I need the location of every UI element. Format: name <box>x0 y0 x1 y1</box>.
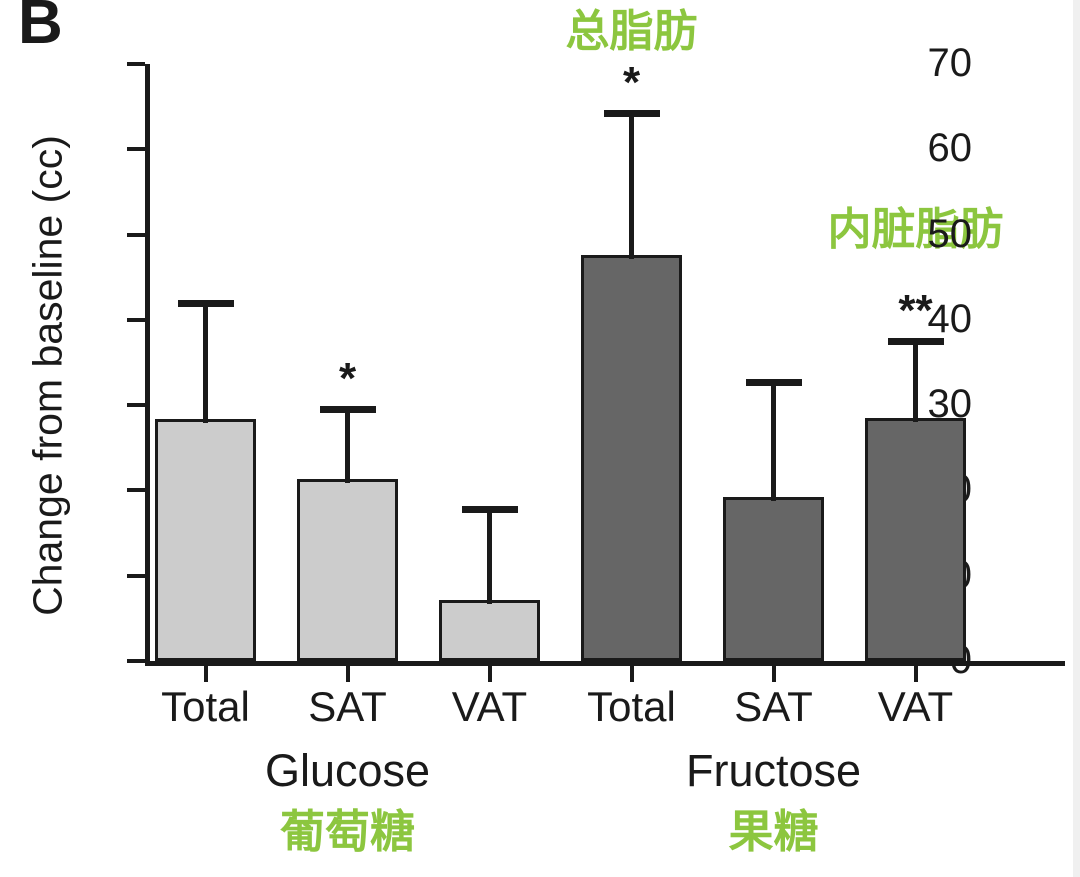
significance-marker: ** <box>898 286 933 336</box>
y-axis-tick <box>127 403 145 408</box>
y-axis-line <box>145 64 150 664</box>
error-bar-stem <box>345 409 350 484</box>
error-bar-cap <box>603 110 660 118</box>
bar-fructose-sat <box>723 497 824 661</box>
x-axis-label-glucose-sat: SAT <box>308 683 387 730</box>
y-axis-tick <box>127 659 145 663</box>
group-label-cn-fructose: 果糖 <box>728 805 819 858</box>
y-axis-tick <box>127 488 145 493</box>
x-axis-tick <box>771 665 776 682</box>
bar-glucose-vat <box>439 600 540 661</box>
y-axis-tick-label: 30 <box>927 382 973 427</box>
error-bar-stem <box>913 341 918 422</box>
edge-strip <box>1073 0 1080 877</box>
error-bar-stem <box>629 113 634 260</box>
x-axis-tick <box>629 665 634 682</box>
error-bar-stem <box>203 302 208 423</box>
x-axis-label-fructose-sat: SAT <box>734 683 813 730</box>
y-axis-tick <box>127 62 145 66</box>
y-axis-tick-label: 40 <box>927 297 973 342</box>
y-axis-tick-label: 60 <box>927 126 973 171</box>
x-axis-line <box>145 661 1065 666</box>
bar-fructose-vat <box>865 417 966 661</box>
bar-glucose-total <box>155 418 256 661</box>
y-axis-tick <box>127 147 145 152</box>
significance-marker: * <box>622 58 641 108</box>
annotation-total-fat: 总脂肪 <box>565 6 698 57</box>
y-axis-tick-label: 70 <box>927 41 973 86</box>
x-axis-tick <box>203 665 208 682</box>
y-axis-tick <box>127 573 145 578</box>
x-axis-label-glucose-vat: VAT <box>451 683 528 730</box>
x-axis-label-glucose-total: Total <box>161 683 250 730</box>
x-axis-tick <box>487 665 492 682</box>
error-bar-cap <box>887 338 944 346</box>
plot-area: 010203040506070 **** <box>127 43 1065 682</box>
y-axis-tick <box>127 232 145 237</box>
x-axis-tick <box>345 665 350 682</box>
x-axis-label-fructose-vat: VAT <box>877 683 954 730</box>
significance-marker: * <box>338 354 357 404</box>
x-axis-tick <box>913 665 918 682</box>
bar-fructose-total <box>581 255 682 661</box>
group-label-cn-glucose: 葡萄糖 <box>279 805 415 858</box>
y-axis-title: Change from baseline (cc) <box>24 135 71 616</box>
annotation-visceral-fat: 内脏脂肪 <box>827 204 1004 255</box>
y-axis-tick <box>127 317 145 322</box>
group-label-glucose: Glucose <box>264 745 431 796</box>
panel-letter: B <box>18 0 63 57</box>
bar-glucose-sat <box>297 479 398 661</box>
error-bar-cap <box>745 379 802 387</box>
y-axis-tick-label: 50 <box>927 211 973 256</box>
x-axis-label-fructose-total: Total <box>587 683 676 730</box>
error-bar-cap <box>319 406 376 414</box>
error-bar-cap <box>177 299 234 307</box>
error-bar-stem <box>487 509 492 605</box>
error-bar-stem <box>771 382 776 502</box>
group-label-fructose: Fructose <box>685 745 862 796</box>
error-bar-cap <box>461 506 518 514</box>
